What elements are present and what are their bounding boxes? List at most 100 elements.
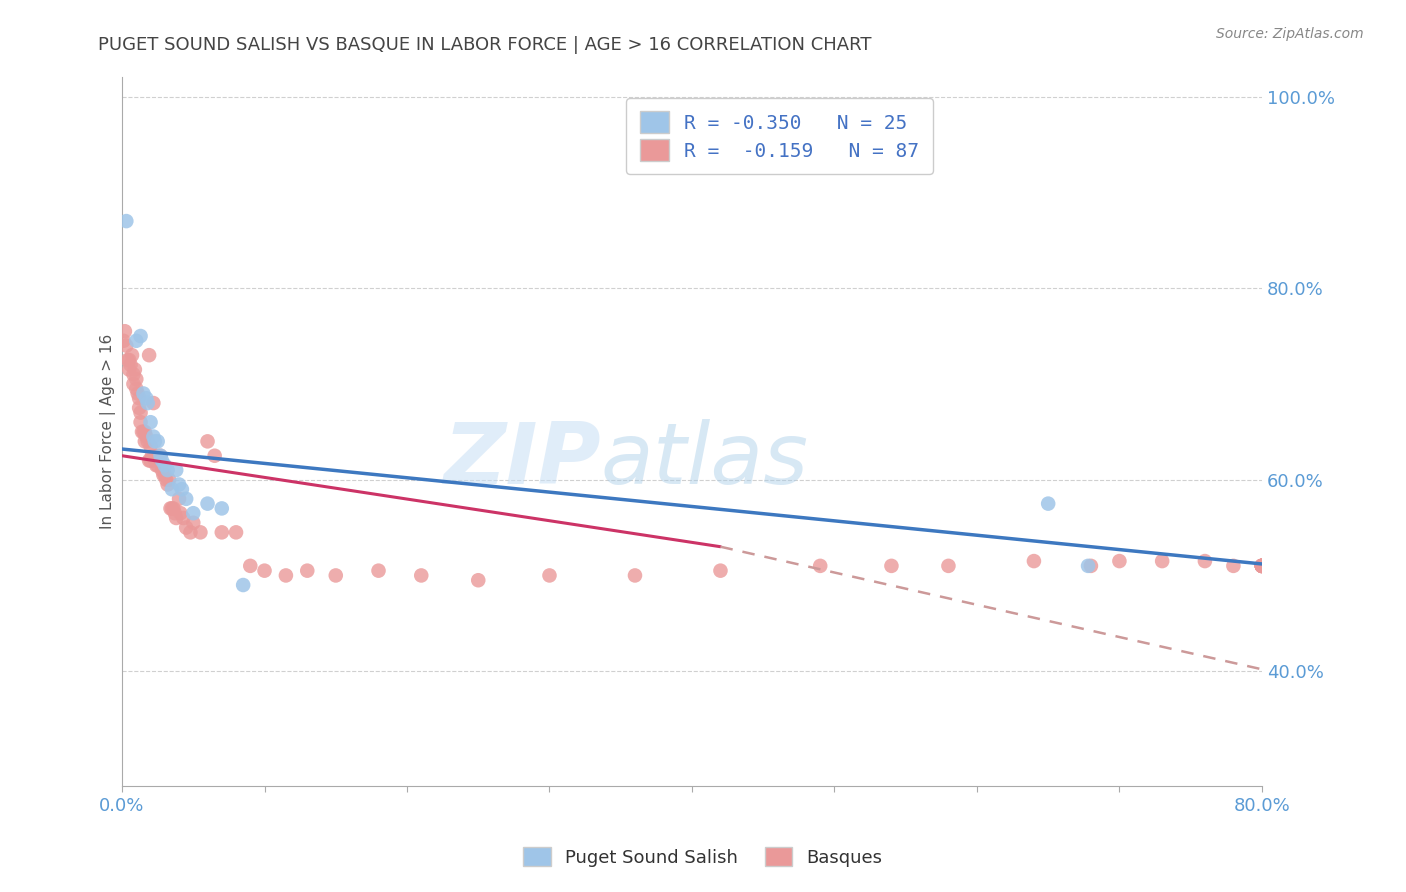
- Point: [1222, 558, 1244, 573]
- Point: [211, 525, 233, 540]
- Point: [179, 525, 201, 540]
- Point: [1251, 558, 1274, 573]
- Point: [170, 482, 193, 496]
- Text: Source: ZipAtlas.com: Source: ZipAtlas.com: [1216, 27, 1364, 41]
- Point: [121, 348, 143, 362]
- Point: [143, 434, 166, 449]
- Point: [156, 463, 179, 477]
- Point: [1080, 558, 1102, 573]
- Point: [155, 473, 177, 487]
- Point: [135, 391, 157, 405]
- Text: atlas: atlas: [600, 418, 808, 501]
- Point: [143, 453, 166, 467]
- Point: [165, 463, 187, 477]
- Point: [938, 558, 960, 573]
- Point: [153, 458, 176, 473]
- Point: [211, 501, 233, 516]
- Point: [197, 434, 219, 449]
- Point: [167, 477, 190, 491]
- Point: [181, 506, 204, 520]
- Point: [880, 558, 903, 573]
- Point: [169, 506, 191, 520]
- Point: [125, 382, 148, 396]
- Point: [1251, 558, 1274, 573]
- Point: [134, 425, 156, 439]
- Point: [142, 396, 165, 410]
- Point: [1152, 554, 1174, 568]
- Point: [148, 453, 170, 467]
- Point: [156, 477, 179, 491]
- Point: [1194, 554, 1216, 568]
- Point: [139, 439, 162, 453]
- Point: [225, 525, 247, 540]
- Point: [467, 573, 489, 587]
- Point: [127, 386, 149, 401]
- Point: [162, 501, 184, 516]
- Point: [149, 449, 172, 463]
- Point: [138, 348, 160, 362]
- Y-axis label: In Labor Force | Age > 16: In Labor Force | Age > 16: [100, 334, 117, 530]
- Point: [135, 429, 157, 443]
- Point: [1251, 558, 1274, 573]
- Point: [118, 362, 141, 376]
- Point: [232, 578, 254, 592]
- Legend: Puget Sound Salish, Basques: Puget Sound Salish, Basques: [516, 840, 890, 874]
- Point: [129, 406, 152, 420]
- Point: [150, 463, 173, 477]
- Point: [411, 568, 433, 582]
- Point: [125, 372, 148, 386]
- Point: [1077, 558, 1099, 573]
- Point: [149, 449, 172, 463]
- Point: [131, 425, 153, 439]
- Point: [190, 525, 212, 540]
- Point: [163, 506, 186, 520]
- Point: [172, 511, 194, 525]
- Point: [132, 425, 155, 439]
- Point: [1038, 497, 1060, 511]
- Point: [157, 473, 180, 487]
- Point: [124, 362, 146, 376]
- Point: [128, 401, 150, 415]
- Point: [204, 449, 226, 463]
- Point: [129, 415, 152, 429]
- Point: [181, 516, 204, 530]
- Point: [1251, 558, 1274, 573]
- Legend: R = -0.350   N = 25, R =  -0.159   N = 87: R = -0.350 N = 25, R = -0.159 N = 87: [626, 98, 934, 174]
- Point: [1251, 558, 1274, 573]
- Point: [145, 458, 167, 473]
- Point: [153, 467, 176, 482]
- Point: [115, 214, 138, 228]
- Point: [152, 467, 174, 482]
- Point: [125, 334, 148, 348]
- Point: [709, 564, 731, 578]
- Point: [367, 564, 389, 578]
- Point: [115, 338, 138, 352]
- Point: [146, 458, 169, 473]
- Point: [174, 491, 197, 506]
- Point: [808, 558, 831, 573]
- Point: [142, 429, 165, 443]
- Point: [253, 564, 276, 578]
- Point: [165, 511, 187, 525]
- Point: [174, 520, 197, 534]
- Point: [274, 568, 297, 582]
- Point: [117, 353, 139, 368]
- Point: [138, 453, 160, 467]
- Point: [136, 396, 159, 410]
- Point: [1108, 554, 1130, 568]
- Point: [159, 501, 181, 516]
- Point: [132, 386, 155, 401]
- Point: [197, 497, 219, 511]
- Text: PUGET SOUND SALISH VS BASQUE IN LABOR FORCE | AGE > 16 CORRELATION CHART: PUGET SOUND SALISH VS BASQUE IN LABOR FO…: [98, 36, 872, 54]
- Point: [120, 358, 142, 372]
- Point: [128, 391, 150, 405]
- Point: [129, 329, 152, 343]
- Point: [167, 491, 190, 506]
- Point: [297, 564, 319, 578]
- Point: [1251, 558, 1274, 573]
- Point: [624, 568, 647, 582]
- Point: [134, 434, 156, 449]
- Point: [146, 434, 169, 449]
- Point: [1022, 554, 1045, 568]
- Point: [139, 415, 162, 429]
